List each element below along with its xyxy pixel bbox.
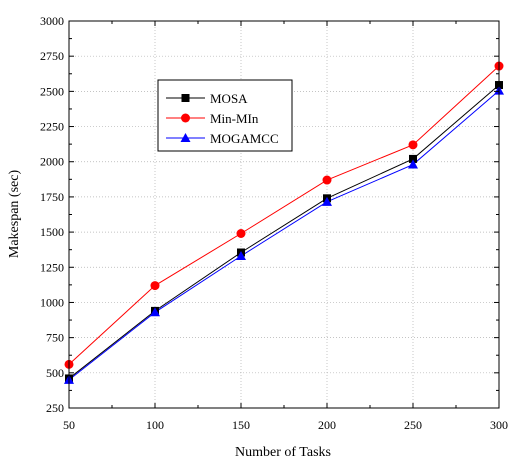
x-axis-title: Number of Tasks xyxy=(235,445,331,460)
data-point-min-min xyxy=(150,281,160,291)
x-tick-label: 100 xyxy=(146,418,164,432)
y-tick-label: 3000 xyxy=(40,14,64,28)
y-tick-label: 500 xyxy=(46,366,64,380)
data-point-mogamcc xyxy=(322,196,332,206)
series-line-mosa xyxy=(68,84,500,379)
series-lines xyxy=(68,65,500,381)
y-tick-label: 1750 xyxy=(40,190,64,204)
legend-marker-mosa xyxy=(181,94,190,102)
legend-label-mosa: MOSA xyxy=(210,91,248,106)
legend-label-mogamcc: MOGAMCC xyxy=(210,131,279,146)
y-tick-label: 2500 xyxy=(40,84,64,98)
axis-ticks: 250 500 750 1000 1250 1500 1750 2000 2250 2500 275… xyxy=(40,14,508,432)
series-line-min-min xyxy=(68,65,500,365)
legend-marker-min-min xyxy=(181,113,190,123)
y-tick-label: 1250 xyxy=(40,260,64,274)
y-tick-label: 2000 xyxy=(40,155,64,169)
data-point-min-min xyxy=(236,228,246,238)
series-line-mogamcc xyxy=(68,90,500,381)
legend-box xyxy=(157,79,293,152)
x-tick-label: 250 xyxy=(404,418,422,432)
x-tick-label: 200 xyxy=(318,418,336,432)
grid-lines xyxy=(69,21,499,408)
data-point-mogamcc xyxy=(408,159,418,169)
data-point-mosa xyxy=(409,154,417,163)
data-point-mogamcc xyxy=(150,307,160,317)
data-point-min-min xyxy=(322,175,332,185)
y-tick-label: 250 xyxy=(46,401,64,415)
y-tick-label: 750 xyxy=(46,331,64,345)
y-axis-title: Makespan (sec) xyxy=(7,170,22,259)
data-point-mogamcc xyxy=(236,251,246,261)
legend: MOSA Min-MIn MOGAMCC xyxy=(157,79,293,152)
data-point-min-min xyxy=(408,140,418,150)
legend-label-min-min: Min-MIn xyxy=(210,111,259,126)
x-tick-label: 300 xyxy=(490,418,508,432)
x-tick-label: 50 xyxy=(63,418,75,432)
y-tick-label: 1500 xyxy=(40,225,64,239)
y-tick-label: 2250 xyxy=(40,120,64,134)
y-tick-label: 2750 xyxy=(40,49,64,63)
y-tick-label: 1000 xyxy=(40,295,64,309)
legend-marker-mogamcc xyxy=(180,133,191,142)
x-tick-label: 150 xyxy=(232,418,250,432)
plot-frame xyxy=(68,20,500,409)
